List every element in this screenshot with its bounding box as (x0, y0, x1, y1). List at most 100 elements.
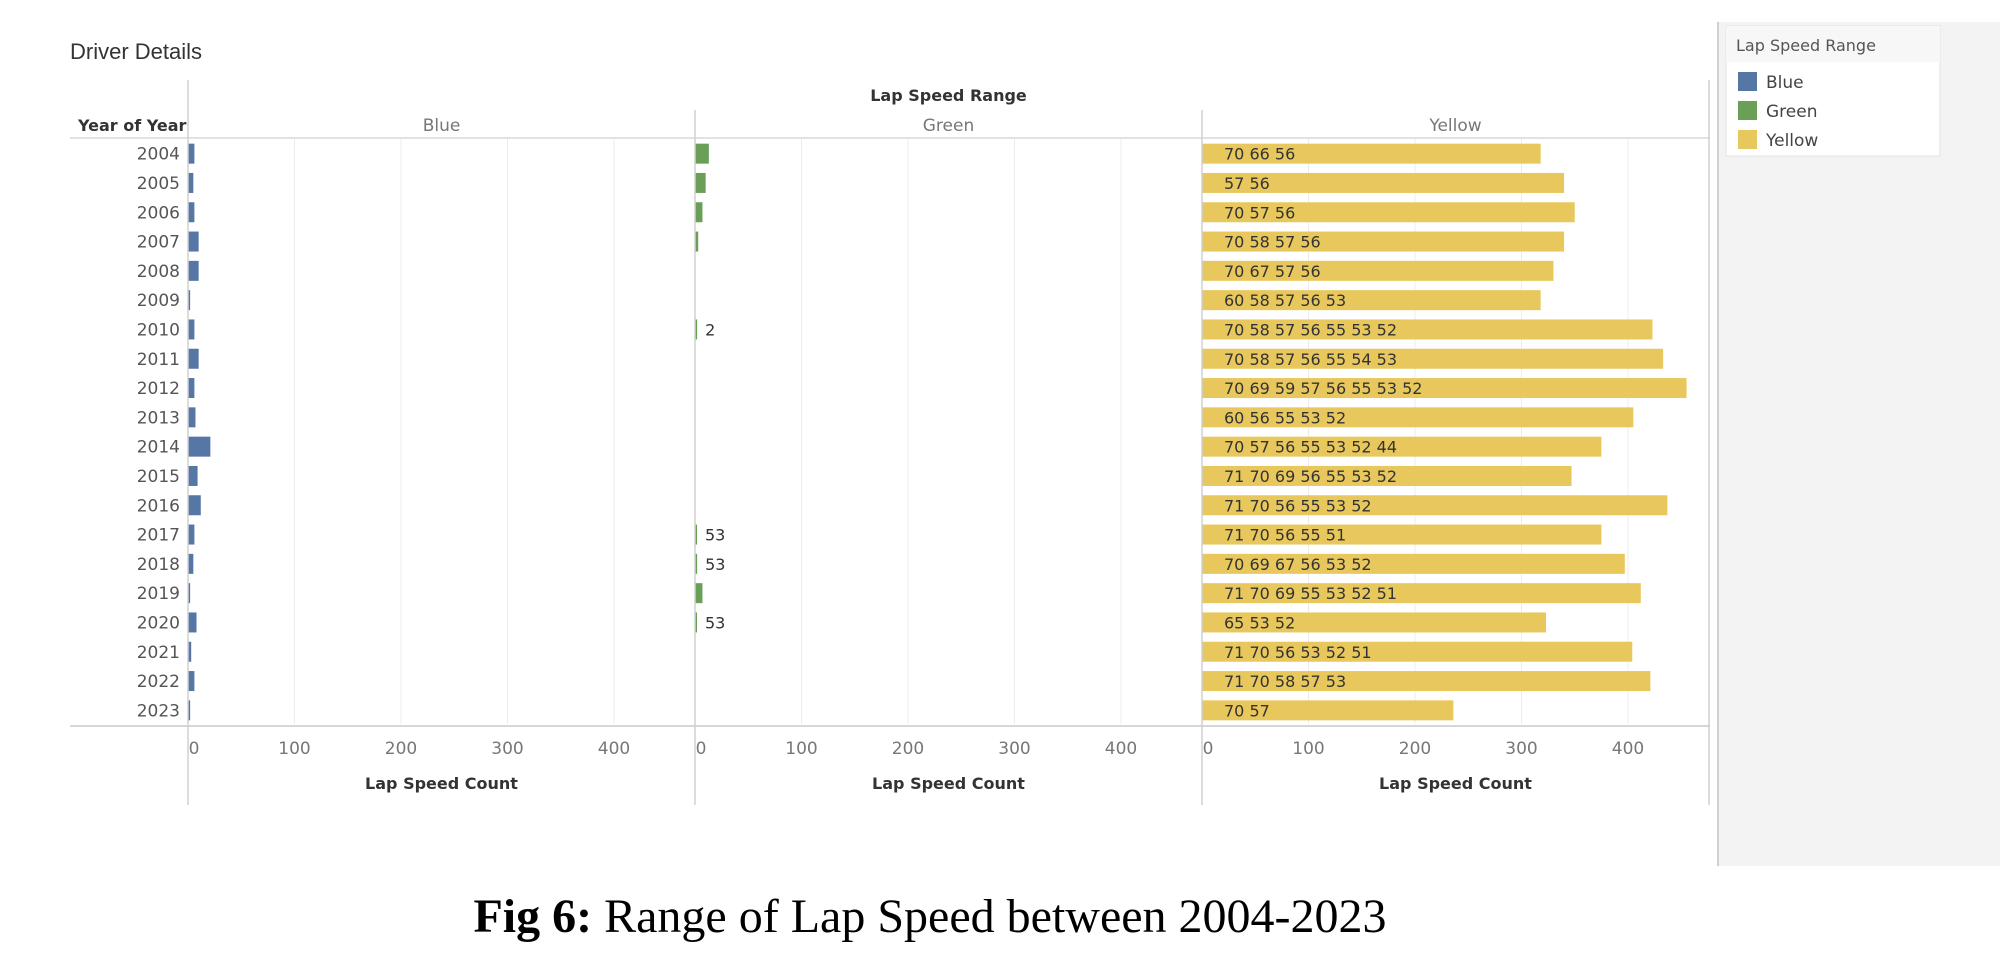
caption-text: Range of Lap Speed between 2004-2023 (592, 890, 1386, 943)
year-label: 2011 (137, 350, 180, 370)
bar-blue (188, 407, 196, 428)
bar-label-green: 2 (705, 320, 715, 339)
bar-blue (188, 671, 195, 692)
panel-header-green: Green (923, 116, 974, 136)
bar-label-yellow: 70 67 57 56 (1224, 262, 1321, 281)
tick-label: 200 (1399, 739, 1431, 759)
bar-blue (188, 524, 195, 545)
bar-yellow (1202, 407, 1634, 428)
tick-label: 300 (1505, 739, 1537, 759)
tick-label: 200 (385, 739, 417, 759)
bar-blue (188, 583, 191, 604)
bar-green (695, 231, 699, 252)
year-label: 2018 (137, 555, 180, 575)
legend-title: Lap Speed Range (1736, 36, 1876, 55)
panel-header-blue: Blue (423, 116, 461, 136)
bar-blue (188, 700, 191, 721)
bar-label-green: 53 (705, 526, 725, 545)
bar-yellow (1202, 495, 1668, 516)
axis-title-green: Lap Speed Count (872, 774, 1025, 793)
axis-title-yellow: Lap Speed Count (1379, 774, 1532, 793)
legend-label-green: Green (1766, 102, 1817, 122)
year-label: 2008 (137, 262, 180, 282)
year-label: 2016 (137, 496, 180, 516)
bar-yellow (1202, 612, 1546, 633)
year-label: 2005 (137, 174, 180, 194)
year-label: 2013 (137, 408, 180, 428)
bar-blue (188, 465, 198, 486)
bar-green (695, 612, 697, 633)
year-label: 2014 (137, 438, 180, 458)
legend-label-yellow: Yellow (1765, 131, 1818, 151)
bar-green (695, 172, 706, 193)
bar-blue (188, 172, 194, 193)
bar-blue (188, 231, 199, 252)
year-label: 2012 (137, 379, 180, 399)
legend-title-bg (1726, 26, 1940, 62)
sheet-title-group: Driver Details (70, 39, 202, 64)
bar-yellow (1202, 465, 1572, 486)
bar-blue (188, 260, 199, 281)
tick-label: 200 (892, 739, 924, 759)
bar-yellow (1202, 378, 1687, 399)
tick-label: 100 (278, 739, 310, 759)
bar-yellow (1202, 143, 1541, 164)
year-label: 2006 (137, 203, 180, 223)
year-label: 2015 (137, 467, 180, 487)
bar-yellow (1202, 319, 1653, 340)
bar-labels: 2 53 53 53 70 66 56 57 56 70 57 56 70 58 57 5… (705, 145, 1422, 721)
sheet-title: Driver Details (70, 39, 202, 64)
tick-label: 0 (189, 739, 200, 759)
year-label: 2007 (137, 233, 180, 253)
bar-label-yellow: 65 53 52 (1224, 613, 1295, 632)
year-label: 2020 (137, 613, 180, 633)
tick-label: 100 (1292, 739, 1324, 759)
bar-yellow (1202, 290, 1541, 311)
tick-label: 300 (491, 739, 523, 759)
tick-label: 400 (598, 739, 630, 759)
bar-label-yellow: 71 70 58 57 53 (1224, 672, 1346, 691)
bar-label-yellow: 70 69 67 56 53 52 (1224, 555, 1372, 574)
bar-blue (188, 348, 199, 369)
bar-blue (188, 553, 194, 574)
gridlines (294, 139, 1629, 724)
caption-label: Fig 6: (473, 890, 592, 943)
bar-blue (188, 319, 195, 340)
tick-label: 400 (1612, 739, 1644, 759)
bar-blue (188, 612, 197, 633)
bar-blue (188, 202, 195, 223)
bar-yellow (1202, 436, 1602, 457)
bar-yellow (1202, 260, 1554, 281)
bar-green (695, 143, 709, 164)
tick-label: 400 (1105, 739, 1137, 759)
bar-label-yellow: 71 70 69 56 55 53 52 (1224, 467, 1397, 486)
bar-green (695, 524, 697, 545)
bar-blue (188, 495, 201, 516)
bar-blue (188, 641, 192, 662)
bar-label-yellow: 70 66 56 (1224, 145, 1295, 164)
bar-yellow (1202, 700, 1454, 721)
legend-panel: Lap Speed Range Blue Green Yellow (1717, 22, 2000, 866)
bar-label-yellow: 70 58 57 56 55 53 52 (1224, 320, 1397, 339)
year-label: 2021 (137, 643, 180, 663)
axis-title-blue: Lap Speed Count (365, 774, 518, 793)
legend-items: Blue Green Yellow (1738, 72, 1818, 151)
row-header: Year of Year (77, 116, 187, 135)
tick-label: 100 (785, 739, 817, 759)
legend-swatch-blue (1738, 72, 1757, 91)
bar-green (695, 202, 703, 223)
column-header: Lap Speed Range (870, 86, 1027, 105)
bars (188, 143, 1687, 721)
legend-background (1718, 22, 2000, 866)
bar-yellow (1202, 553, 1625, 574)
bar-green (695, 319, 698, 340)
figure-caption: Fig 6: Range of Lap Speed between 2004-2… (473, 890, 1386, 943)
bar-label-yellow: 71 70 56 55 51 (1224, 526, 1346, 545)
bar-green (695, 553, 698, 574)
bar-label-yellow: 70 57 56 55 53 52 44 (1224, 438, 1397, 457)
bar-yellow (1202, 671, 1651, 692)
bar-label-green: 53 (705, 555, 725, 574)
bar-label-yellow: 71 70 56 53 52 51 (1224, 643, 1372, 662)
legend-swatch-yellow (1738, 130, 1757, 149)
year-label: 2017 (137, 526, 180, 546)
